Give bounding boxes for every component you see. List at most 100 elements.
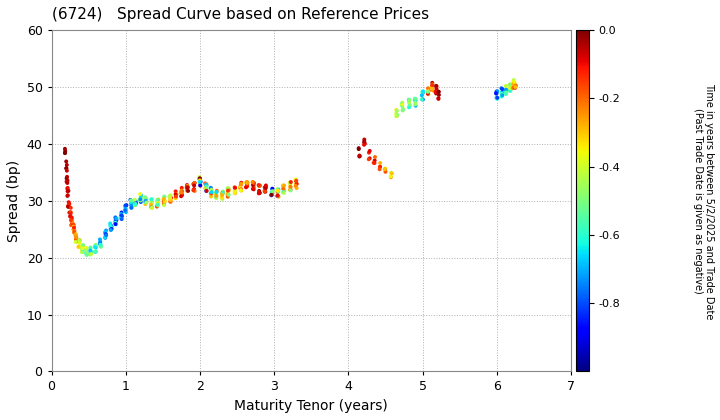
Point <box>235 184 246 190</box>
Point <box>59 145 71 152</box>
Point <box>496 89 508 96</box>
Point <box>496 89 508 96</box>
Point <box>100 231 112 238</box>
Point <box>60 178 72 185</box>
Point <box>505 81 516 88</box>
Point <box>235 179 247 186</box>
Point <box>206 186 217 193</box>
Point <box>433 95 444 102</box>
Point <box>140 197 151 204</box>
Point <box>272 188 284 195</box>
Point <box>65 209 76 215</box>
Point <box>266 192 277 198</box>
Point <box>71 236 82 242</box>
Point <box>125 197 136 203</box>
Point <box>73 243 85 250</box>
Point <box>189 179 200 186</box>
Point <box>170 195 181 202</box>
Point <box>433 95 444 102</box>
Point <box>369 157 380 164</box>
Point <box>285 186 297 193</box>
Point <box>290 179 302 186</box>
Point <box>229 184 240 191</box>
Point <box>259 184 271 191</box>
Point <box>77 242 89 249</box>
Point <box>74 237 86 244</box>
Point <box>426 83 438 89</box>
Point <box>426 84 438 91</box>
Point <box>62 192 73 199</box>
Point <box>158 197 170 204</box>
Point <box>273 186 284 193</box>
Point <box>266 191 278 197</box>
Point <box>422 90 433 97</box>
Point <box>229 190 240 197</box>
Point <box>397 107 409 113</box>
Point <box>235 187 247 194</box>
Point <box>416 96 428 103</box>
Point <box>146 204 158 211</box>
Point <box>120 204 131 210</box>
Point <box>390 110 402 117</box>
Point <box>146 205 158 211</box>
Point <box>396 102 408 109</box>
Point <box>491 95 503 102</box>
Point <box>95 243 107 250</box>
Point <box>217 189 228 196</box>
Point <box>259 185 271 192</box>
Point <box>63 199 74 205</box>
Point <box>417 96 428 102</box>
Point <box>423 88 434 94</box>
Point <box>200 181 212 188</box>
Point <box>222 189 233 196</box>
Point <box>66 219 78 226</box>
Point <box>423 87 435 94</box>
Point <box>278 186 289 192</box>
Point <box>63 209 75 216</box>
Point <box>426 82 438 89</box>
Point <box>81 252 92 258</box>
Point <box>427 87 438 94</box>
Point <box>223 192 235 198</box>
Point <box>158 194 170 200</box>
Point <box>504 81 516 88</box>
Point <box>85 249 96 256</box>
Point <box>205 184 217 191</box>
Point <box>248 181 259 188</box>
Point <box>151 203 163 210</box>
Point <box>165 195 176 202</box>
Point <box>354 153 366 160</box>
Point <box>115 214 127 221</box>
Point <box>403 96 415 103</box>
Point <box>272 187 284 194</box>
Point <box>423 87 434 94</box>
Point <box>271 193 283 199</box>
Point <box>176 190 187 197</box>
Point <box>410 96 421 103</box>
Point <box>201 183 212 189</box>
Point <box>94 240 106 247</box>
Point <box>427 81 438 88</box>
Point <box>135 197 146 204</box>
Point <box>374 164 386 171</box>
Point <box>397 100 408 106</box>
Point <box>229 188 240 194</box>
Point <box>159 198 171 205</box>
Point <box>271 186 283 193</box>
Point <box>210 191 222 197</box>
Point <box>273 193 284 200</box>
Point <box>500 83 512 89</box>
Point <box>68 229 80 236</box>
Point <box>222 188 234 194</box>
Point <box>235 180 247 187</box>
Point <box>364 147 376 154</box>
Point <box>181 183 192 190</box>
Point <box>181 185 192 192</box>
Point <box>125 197 137 204</box>
Point <box>81 250 92 257</box>
Point <box>229 189 240 195</box>
Point <box>120 206 132 213</box>
Point <box>201 187 212 194</box>
Point <box>62 177 73 184</box>
Point <box>120 202 132 209</box>
